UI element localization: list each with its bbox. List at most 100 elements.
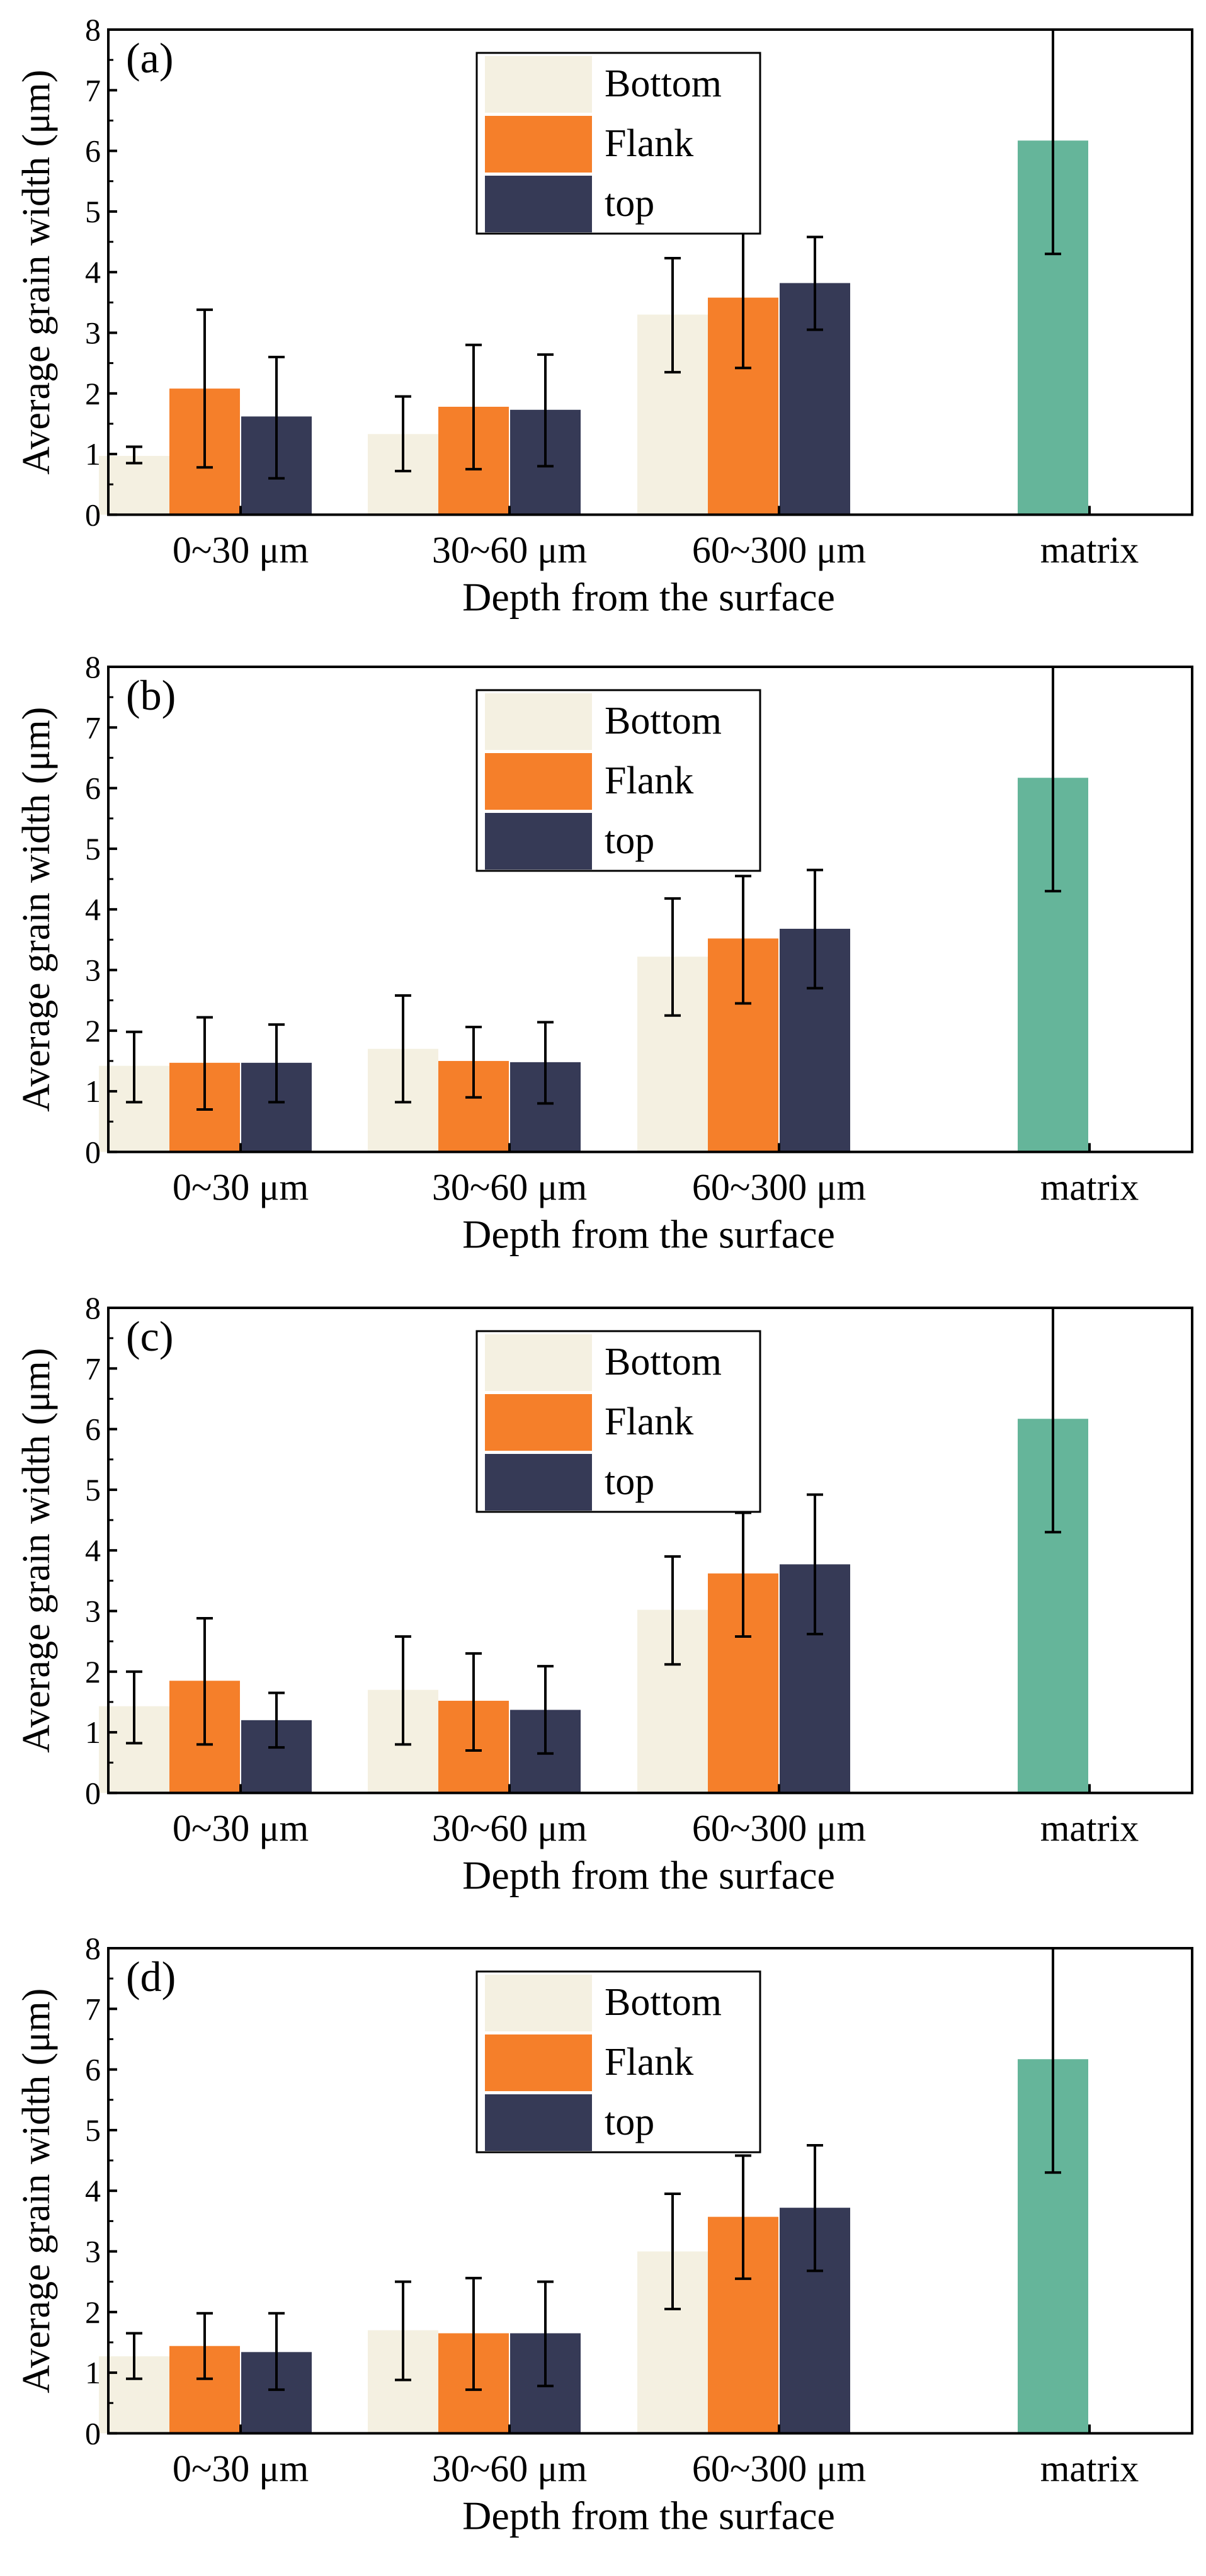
y-axis-title: Average grain width (μm) — [15, 70, 58, 475]
error-bar-flank-2 — [465, 2276, 482, 2392]
error-bar-bottom-3 — [664, 1555, 681, 1666]
error-bar-top-3 — [807, 2143, 823, 2272]
y-tick-label: 6 — [85, 1412, 101, 1447]
error-bar-flank-1 — [196, 1617, 213, 1746]
error-bar-top-2 — [537, 1665, 554, 1755]
y-tick-label: 4 — [85, 1533, 101, 1568]
panel-label: (a) — [126, 34, 173, 82]
y-axis-title: Average grain width (μm) — [15, 1989, 58, 2393]
legend-swatch-bottom — [485, 693, 592, 750]
error-bar-bottom-3 — [664, 2193, 681, 2310]
panel-label: (d) — [126, 1953, 176, 2000]
y-tick-label: 0 — [85, 1134, 101, 1169]
error-bar-bottom-1 — [126, 445, 142, 465]
legend-label-flank: Flank — [605, 759, 693, 802]
error-bar-flank-3 — [735, 875, 751, 1005]
legend-label-flank: Flank — [605, 122, 693, 165]
legend-label-top: top — [605, 1460, 654, 1503]
error-bar-bottom-3 — [664, 897, 681, 1017]
error-bar-top-1 — [268, 1023, 285, 1104]
x-tick-label: 60~300 μm — [692, 1807, 866, 1849]
legend-swatch-flank — [485, 1394, 592, 1451]
y-tick-label: 1 — [85, 436, 101, 472]
legend-swatch-bottom — [485, 1975, 592, 2031]
y-tick-label: 3 — [85, 2234, 101, 2269]
legend: Bottom Flank top — [475, 689, 761, 872]
error-bar-top-2 — [537, 353, 554, 468]
error-bar-flank-2 — [465, 1026, 482, 1099]
y-tick-label: 5 — [85, 831, 101, 866]
y-tick-label: 7 — [85, 1991, 101, 2026]
y-tick-label: 2 — [85, 1654, 101, 1689]
legend-swatch-top — [485, 2094, 592, 2151]
y-tick-label: 5 — [85, 194, 101, 229]
y-tick-label: 8 — [85, 1931, 101, 1966]
y-tick-label: 3 — [85, 1594, 101, 1629]
x-tick-label: 0~30 μm — [173, 1807, 309, 1849]
y-axis-title: Average grain width (μm) — [15, 707, 58, 1112]
y-tick-label: 3 — [85, 315, 101, 351]
y-tick-label: 1 — [85, 2355, 101, 2390]
y-tick-label: 1 — [85, 1074, 101, 1109]
x-axis-title: Depth from the surface — [462, 1853, 835, 1897]
y-tick-label: 0 — [85, 1775, 101, 1810]
y-tick-label: 8 — [85, 12, 101, 47]
x-tick-label: 60~300 μm — [692, 2448, 866, 2489]
error-bar-flank-1 — [196, 308, 213, 469]
error-bar-top-3 — [807, 235, 823, 331]
x-axis-title: Depth from the surface — [462, 574, 835, 619]
x-tick-label: 0~30 μm — [173, 1166, 309, 1208]
legend-label-bottom: Bottom — [605, 62, 722, 105]
y-tick-label: 7 — [85, 1351, 101, 1386]
legend-swatch-top — [485, 176, 592, 232]
legend-label-top: top — [605, 182, 654, 225]
x-tick-label: 0~30 μm — [173, 529, 309, 570]
legend-label-bottom: Bottom — [605, 1981, 722, 2024]
x-tick-label: 30~60 μm — [432, 1807, 587, 1849]
error-bar-bottom-1 — [126, 1670, 142, 1745]
legend: Bottom Flank top — [475, 52, 761, 235]
error-bar-top-2 — [537, 1021, 554, 1105]
y-tick-label: 6 — [85, 2052, 101, 2087]
legend-label-flank: Flank — [605, 2041, 693, 2084]
x-tick-label: matrix — [1040, 2448, 1139, 2489]
legend: Bottom Flank top — [475, 1970, 761, 2153]
legend-swatch-top — [485, 813, 592, 870]
y-tick-label: 1 — [85, 1715, 101, 1750]
error-bar-flank-3 — [735, 2154, 751, 2280]
y-tick-label: 7 — [85, 710, 101, 745]
error-bar-top-2 — [537, 2280, 554, 2388]
x-tick-label: 60~300 μm — [692, 529, 866, 570]
legend-swatch-bottom — [485, 56, 592, 113]
error-bar-top-3 — [807, 868, 823, 990]
panel-label: (c) — [126, 1312, 173, 1360]
x-tick-label: matrix — [1040, 1166, 1139, 1208]
error-bar-bottom-2 — [395, 395, 411, 473]
panel-d: 0 1 2 3 4 5 6 7 8 0~30 μm 30~60 μm 60~300 μm matrix D… — [15, 1931, 1193, 2538]
y-tick-label: 5 — [85, 2113, 101, 2148]
y-tick-label: 6 — [85, 133, 101, 169]
error-bar-bottom-2 — [395, 994, 411, 1104]
legend-swatch-bottom — [485, 1334, 592, 1391]
y-tick-label: 8 — [85, 1290, 101, 1325]
legend-label-top: top — [605, 819, 654, 862]
panel-c: 0 1 2 3 4 5 6 7 8 0~30 μm 30~60 μm 60~300 μm matrix D… — [15, 1290, 1193, 1897]
x-tick-label: matrix — [1040, 1807, 1139, 1849]
error-bar-flank-2 — [465, 1652, 482, 1752]
error-bar-top-3 — [807, 1493, 823, 1636]
error-bar-flank-1 — [196, 2312, 213, 2380]
y-tick-label: 4 — [85, 892, 101, 927]
legend-label-flank: Flank — [605, 1400, 693, 1443]
y-tick-label: 4 — [85, 254, 101, 290]
y-tick-label: 8 — [85, 649, 101, 684]
error-bar-top-1 — [268, 2312, 285, 2392]
y-tick-label: 4 — [85, 2173, 101, 2208]
legend: Bottom Flank top — [475, 1330, 761, 1513]
legend-label-bottom: Bottom — [605, 700, 722, 742]
error-bar-flank-2 — [465, 343, 482, 471]
legend-swatch-flank — [485, 116, 592, 173]
error-bar-bottom-1 — [126, 1030, 142, 1104]
y-tick-label: 7 — [85, 72, 101, 108]
y-tick-label: 3 — [85, 953, 101, 988]
y-axis-title: Average grain width (μm) — [15, 1348, 58, 1753]
